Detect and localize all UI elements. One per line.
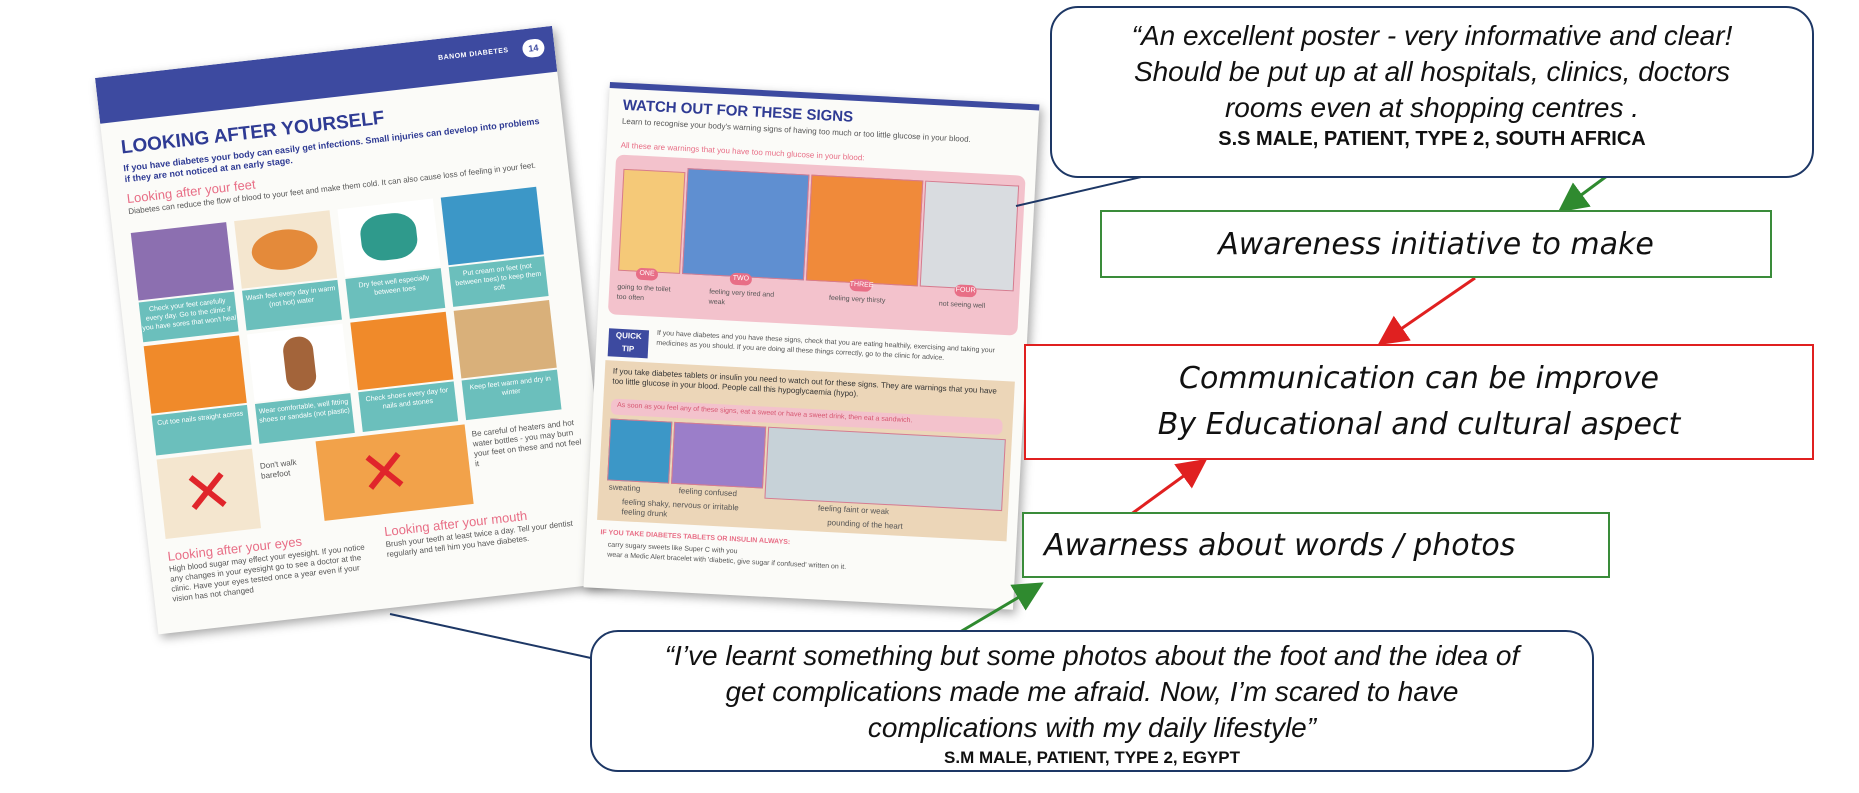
awareness-words-text: Awarness about words / photos	[1044, 527, 1516, 563]
bottom-quote-line-2: get complications made me afraid. Now, I…	[725, 676, 1459, 707]
bottom-quote-attribution: S.M MALE, PATIENT, TYPE 2, EGYPT	[944, 748, 1240, 767]
awareness-initiative-text: Awareness initiative to make	[1218, 226, 1654, 262]
bottom-quote-line-3: complications with my daily lifestyle”	[867, 712, 1317, 743]
top-quote-line-1: “An excellent poster - very informative …	[1131, 20, 1733, 51]
communication-line-1: Communication can be improve	[1179, 361, 1659, 396]
arrow-initiative-to-communication	[1377, 276, 1476, 346]
bottom-quote-callout: “I’ve learnt something but some photos a…	[590, 630, 1594, 772]
top-quote-attribution: S.S MALE, PATIENT, TYPE 2, SOUTH AFRICA	[1218, 128, 1646, 150]
top-quote-callout: “An excellent poster - very informative …	[1050, 6, 1814, 178]
communication-box: Communication can be improve By Educatio…	[1024, 344, 1814, 460]
communication-line-2: By Educational and cultural aspect	[1157, 407, 1681, 442]
bottom-quote-line-1: “I’ve learnt something but some photos a…	[664, 640, 1520, 671]
top-quote-line-2: Should be put up at all hospitals, clini…	[1133, 56, 1731, 87]
top-quote-line-3: rooms even at shopping centres .	[1224, 92, 1639, 123]
arrow-quote-to-words	[959, 582, 1044, 634]
arrow-words-to-communication	[1129, 458, 1208, 517]
awareness-words-box: Awarness about words / photos	[1022, 512, 1610, 578]
bottom-callout-pointer	[389, 613, 601, 661]
awareness-initiative-box: Awareness initiative to make	[1100, 210, 1772, 278]
